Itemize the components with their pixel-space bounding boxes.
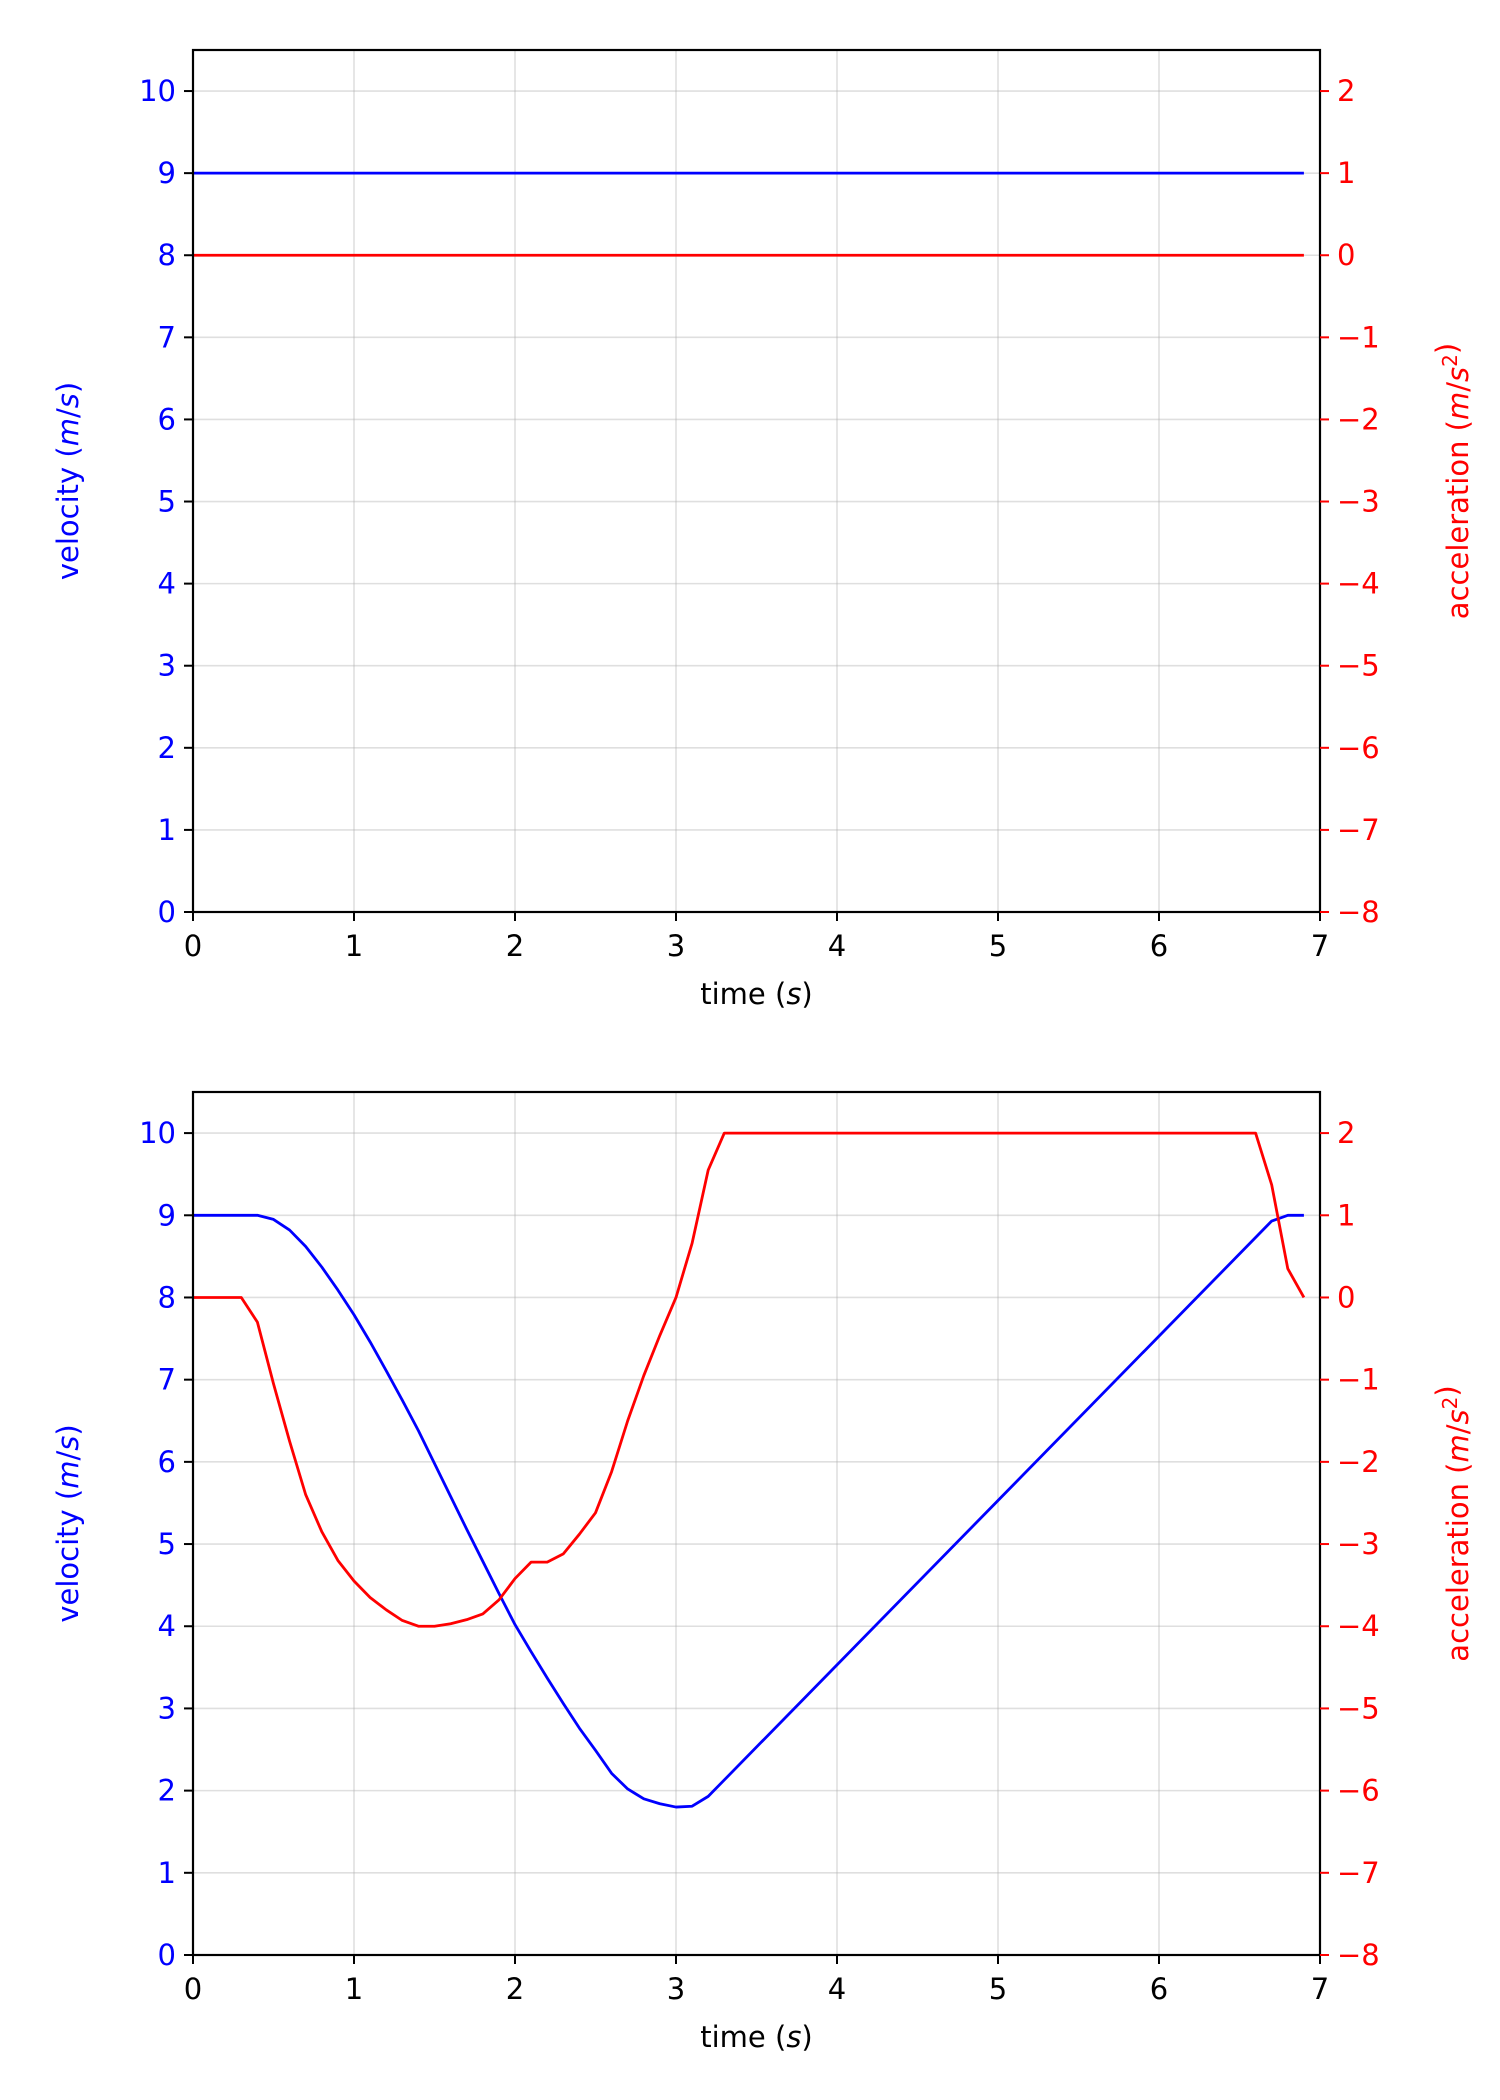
y-right-tick-label: −5	[1337, 649, 1380, 683]
x-tick-label: 3	[667, 929, 685, 963]
y-left-tick-label: 0	[158, 1938, 176, 1972]
y-left-tick-label: 6	[158, 1445, 176, 1479]
velocity-line	[193, 1213, 1304, 1809]
x-tick-label: 2	[506, 1972, 524, 2006]
y-right-tick-label: 2	[1337, 74, 1355, 108]
y-left-tick-label: 7	[158, 320, 176, 354]
y-left-tick-label: 3	[158, 1691, 176, 1725]
y-left-tick-label: 5	[158, 1527, 176, 1561]
y-right-tick-label: −7	[1337, 813, 1380, 847]
y-left-tick-label: 8	[158, 1280, 176, 1314]
x-tick-label: 5	[989, 929, 1007, 963]
x-tick-label: 6	[1150, 1972, 1168, 2006]
y-right-tick-label: −5	[1337, 1691, 1380, 1725]
y-left-tick-label: 10	[139, 1116, 176, 1150]
y-left-tick-label: 5	[158, 485, 176, 519]
y-right-tick-label: 0	[1337, 238, 1355, 272]
x-tick-label: 7	[1311, 929, 1329, 963]
y-right-tick-label: −4	[1337, 1609, 1380, 1643]
x-tick-label: 1	[345, 929, 363, 963]
x-tick-label: 4	[828, 929, 846, 963]
y-right-tick-label: 2	[1337, 1116, 1355, 1150]
y-right-axis-title: acceleration (m/s2)	[1430, 1385, 1475, 1661]
x-tick-label: 3	[667, 1972, 685, 2006]
y-left-axis-title: velocity (m/s)	[51, 1424, 85, 1622]
x-tick-label: 0	[184, 1972, 202, 2006]
x-tick-label: 1	[345, 1972, 363, 2006]
y-left-tick-label: 4	[158, 567, 176, 601]
chart-top: 0 1 2 3 4 5 6 7 0 1 2 3 4 5 6 7 8 9 10 −8 −7 −6 −5 −4 −3 −2 −1 0 1 2 t…	[51, 48, 1475, 1011]
x-tick-label: 0	[184, 929, 202, 963]
plot-frame	[191, 1090, 1322, 1957]
y-right-axis-title: acceleration (m/s2)	[1430, 343, 1475, 619]
y-right-tick-label: −4	[1337, 567, 1380, 601]
y-right-tick-label: 1	[1337, 1198, 1355, 1232]
y-right-tick-label: −3	[1337, 485, 1380, 519]
y-right-tick-label: −2	[1337, 1445, 1380, 1479]
y-right-tick-label: −3	[1337, 1527, 1380, 1561]
y-left-tick-label: 3	[158, 649, 176, 683]
x-tick-label: 2	[506, 929, 524, 963]
x-axis-title: time (s)	[700, 2020, 813, 2054]
y-left-tick-label: 7	[158, 1363, 176, 1397]
y-right-tick-label: −6	[1337, 1774, 1380, 1808]
y-right-tick-label: −1	[1337, 1363, 1380, 1397]
chart-bottom: 0 1 2 3 4 5 6 7 0 1 2 3 4 5 6 7 8 9 10 −8 −7 −6 −5 −4 −3 −2 −1 0 1 2 t…	[51, 1090, 1475, 2054]
y-right-tick-label: −1	[1337, 320, 1380, 354]
y-left-tick-label: 8	[158, 238, 176, 272]
y-left-tick-label: 6	[158, 402, 176, 436]
y-left-tick-label: 1	[158, 813, 176, 847]
y-right-tick-label: −7	[1337, 1856, 1380, 1890]
y-left-tick-label: 4	[158, 1609, 176, 1643]
y-left-tick-label: 1	[158, 1856, 176, 1890]
y-left-tick-label: 2	[158, 1774, 176, 1808]
y-left-tick-label: 9	[158, 1198, 176, 1232]
y-left-tick-label: 0	[158, 895, 176, 929]
y-left-tick-label: 2	[158, 731, 176, 765]
x-tick-label: 4	[828, 1972, 846, 2006]
y-right-tick-label: −2	[1337, 402, 1380, 436]
y-left-tick-label: 9	[158, 156, 176, 190]
x-tick-label: 6	[1150, 929, 1168, 963]
y-right-tick-label: −8	[1337, 1938, 1380, 1972]
x-tick-label: 5	[989, 1972, 1007, 2006]
acceleration-line	[193, 1131, 1306, 1628]
y-right-tick-label: −8	[1337, 895, 1380, 929]
y-right-tick-label: 1	[1337, 156, 1355, 190]
x-tick-label: 7	[1311, 1972, 1329, 2006]
y-left-axis-title: velocity (m/s)	[51, 382, 85, 580]
x-axis-title: time (s)	[700, 977, 813, 1011]
y-right-tick-label: 0	[1337, 1280, 1355, 1314]
y-left-tick-label: 10	[139, 74, 176, 108]
y-right-tick-label: −6	[1337, 731, 1380, 765]
plot-frame	[191, 48, 1322, 914]
